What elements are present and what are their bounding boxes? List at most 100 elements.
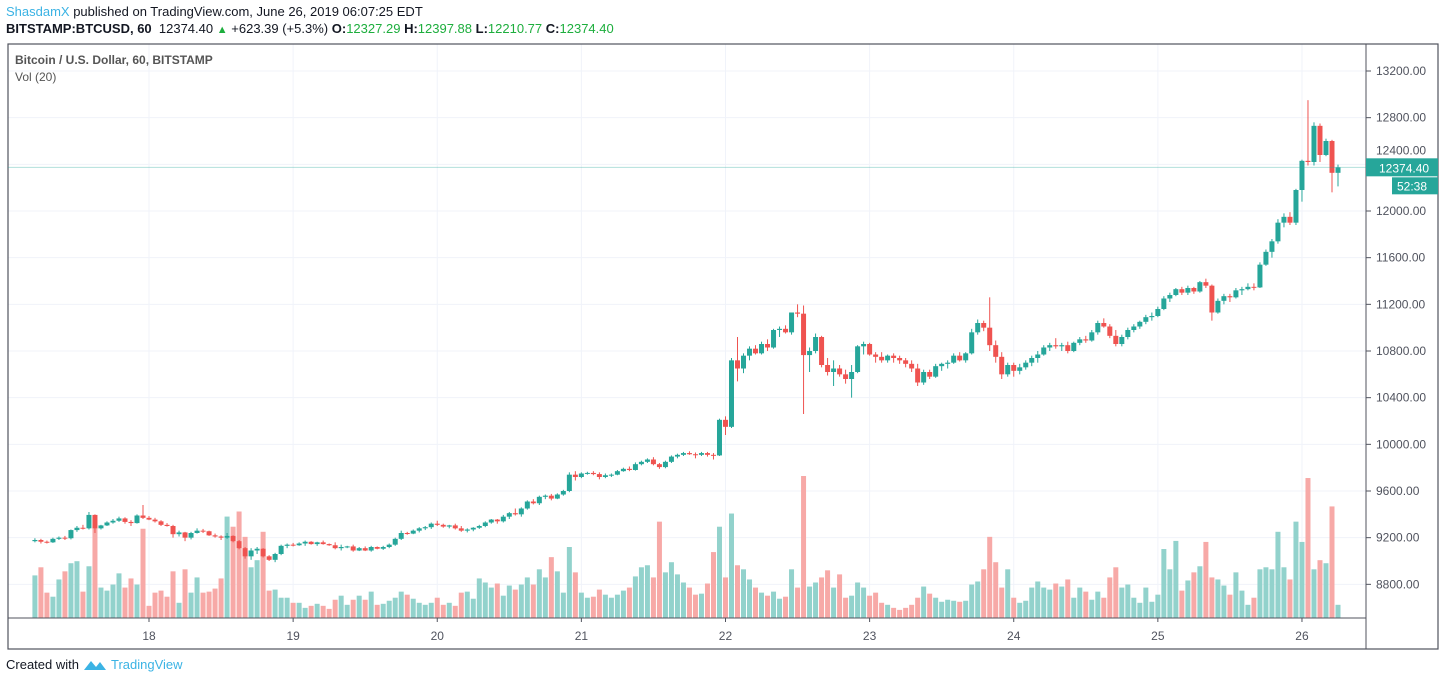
candle-body xyxy=(1191,288,1197,292)
candle xyxy=(1335,164,1341,187)
candle-body xyxy=(296,543,302,546)
candle xyxy=(891,353,897,363)
candle-body xyxy=(242,548,248,557)
candle xyxy=(1017,363,1023,375)
candle xyxy=(296,542,302,546)
volume-bar xyxy=(92,526,98,618)
volume-bar xyxy=(957,601,963,618)
volume-bar xyxy=(494,583,500,618)
candle-body xyxy=(1023,362,1029,368)
volume-bar xyxy=(1137,602,1143,618)
candle xyxy=(440,523,446,528)
candle-body xyxy=(819,337,825,366)
volume-bar xyxy=(704,583,710,618)
volume-bar xyxy=(188,592,194,618)
candle-body xyxy=(620,468,626,472)
candle xyxy=(638,460,644,466)
candle-body xyxy=(614,471,620,475)
candle xyxy=(728,358,734,429)
candle-body xyxy=(266,556,272,560)
candle xyxy=(548,493,554,501)
volume-bar xyxy=(224,516,230,618)
candle-body xyxy=(596,474,602,478)
candle-body xyxy=(248,550,254,557)
candle xyxy=(710,453,716,460)
candle-body xyxy=(861,344,867,347)
candle xyxy=(230,535,236,543)
volume-bar xyxy=(488,587,494,618)
candle xyxy=(987,297,993,352)
y-tick-label: 9600.00 xyxy=(1376,484,1420,498)
volume-bar xyxy=(476,578,482,618)
candle xyxy=(735,337,740,382)
candle xyxy=(434,520,440,527)
volume-bar xyxy=(1209,577,1215,618)
candle xyxy=(951,353,957,364)
volume-bar xyxy=(1329,506,1335,618)
candle-body xyxy=(1233,290,1239,298)
candle-body xyxy=(1053,345,1059,347)
candle-body xyxy=(272,554,278,560)
volume-bar xyxy=(1149,601,1155,618)
candle xyxy=(164,523,170,527)
candle xyxy=(632,462,638,471)
candle xyxy=(152,517,158,523)
volume-bar xyxy=(176,602,182,618)
candle xyxy=(1029,355,1035,367)
candle-body xyxy=(825,365,831,373)
candle xyxy=(128,520,134,527)
candle-body xyxy=(975,323,981,333)
volume-bar xyxy=(1275,531,1281,618)
volume-bar xyxy=(1263,567,1269,618)
volume-bar xyxy=(1071,597,1077,618)
candle xyxy=(1191,286,1197,294)
candle xyxy=(614,470,620,476)
last-price-label: 12374.40 xyxy=(1379,161,1429,175)
candle xyxy=(176,530,182,537)
candle-body xyxy=(1203,282,1209,286)
candle-body xyxy=(1017,367,1023,371)
volume-bar xyxy=(728,513,734,618)
tradingview-logo-icon xyxy=(83,660,106,670)
volume-bar xyxy=(921,586,927,618)
volume-bar xyxy=(680,582,686,618)
candle-body xyxy=(380,547,386,549)
candle xyxy=(1269,239,1275,258)
candle-body xyxy=(795,312,801,314)
volume-bar xyxy=(741,569,747,618)
author-link[interactable]: ShasdamX xyxy=(6,4,70,19)
volume-bar xyxy=(518,584,524,618)
candle xyxy=(380,545,386,550)
candle-body xyxy=(254,548,260,551)
countdown-badge xyxy=(1392,177,1438,195)
candle-body xyxy=(560,491,566,495)
candle-body xyxy=(1101,323,1107,327)
tradingview-link[interactable]: TradingView xyxy=(110,657,183,672)
candle xyxy=(656,463,662,469)
volume-bar xyxy=(819,577,825,618)
volume-bar xyxy=(278,597,284,618)
volume-bar xyxy=(248,567,254,618)
candle-body xyxy=(999,356,1005,375)
candle xyxy=(500,514,506,523)
volume-bar xyxy=(356,595,362,618)
candle-body xyxy=(566,474,572,492)
candle xyxy=(134,514,140,524)
candle xyxy=(368,545,374,552)
candle-body xyxy=(290,544,296,546)
candle xyxy=(698,451,704,457)
candle xyxy=(674,453,680,459)
candle xyxy=(482,521,488,528)
volume-bar xyxy=(879,602,885,618)
candle xyxy=(1059,342,1065,352)
candle-body xyxy=(56,537,62,539)
candle-body xyxy=(879,356,885,361)
candle-body xyxy=(1257,264,1263,288)
candle-body xyxy=(1089,332,1095,341)
candle xyxy=(921,369,927,385)
volume-bar xyxy=(1173,540,1179,618)
volume-bar xyxy=(602,594,608,618)
volume-bar xyxy=(50,596,56,618)
volume-bar xyxy=(218,578,224,618)
